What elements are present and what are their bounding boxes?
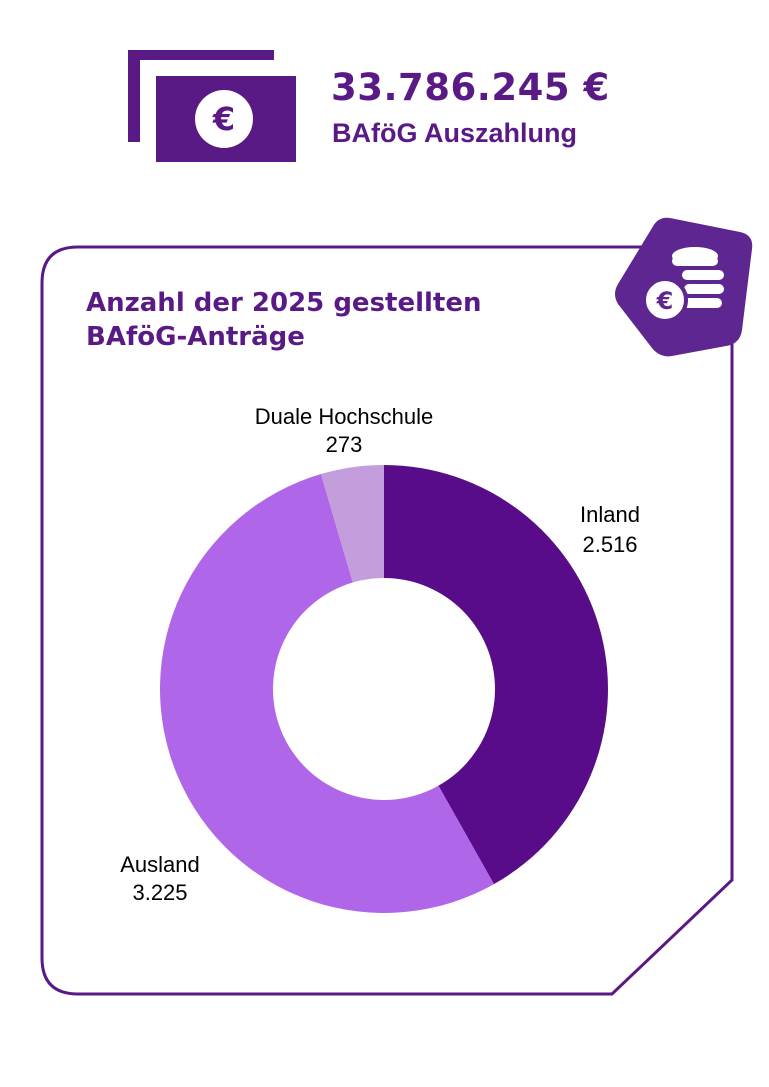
banknote-euro-icon: € — [128, 50, 296, 162]
slice-label-inland-name: Inland — [580, 502, 640, 527]
slice-label-ausland-value: 3.225 — [132, 880, 187, 905]
payout-amount: 33.786.245 € — [331, 66, 610, 109]
slice-label-duale-name: Duale Hochschule — [255, 404, 434, 429]
banknote-euro-symbol: € — [212, 100, 235, 138]
slice-label-duale-value: 273 — [326, 432, 363, 457]
badge-euro-symbol: € — [656, 287, 674, 315]
donut-hole — [273, 578, 495, 800]
chart-title: Anzahl der 2025 gestellten BAföG-Anträge — [86, 286, 482, 354]
payout-label: BAföG Auszahlung — [332, 118, 577, 148]
chart-title-line-2: BAföG-Anträge — [86, 322, 305, 352]
slice-label-inland-value: 2.516 — [582, 532, 637, 557]
slice-label-ausland-name: Ausland — [120, 852, 200, 877]
chart-title-line-1: Anzahl der 2025 gestellten — [86, 288, 482, 318]
coins-euro-icon: € — [615, 217, 753, 357]
